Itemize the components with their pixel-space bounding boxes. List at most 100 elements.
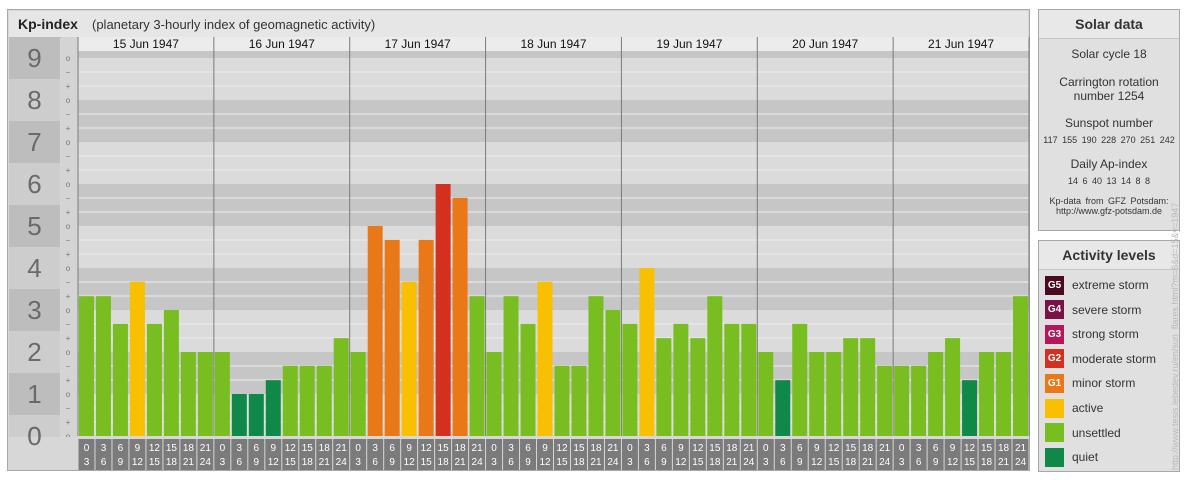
activity-level-swatch: [1045, 447, 1064, 467]
y-axis-band: [9, 163, 60, 205]
time-label-start: 6: [525, 443, 531, 454]
time-label-end: 21: [998, 457, 1010, 468]
time-cell: [299, 439, 316, 470]
time-label-start: 6: [797, 443, 803, 454]
time-label-start: 21: [336, 443, 348, 454]
time-label-end: 6: [372, 457, 378, 468]
time-label-start: 6: [118, 443, 124, 454]
activity-level-swatch: G2: [1045, 349, 1064, 369]
time-label-start: 21: [1015, 443, 1027, 454]
sunspot-number-values: 117 155 190 228 270 251 242: [1043, 135, 1175, 145]
time-label-start: 9: [135, 443, 141, 454]
time-label-end: 12: [675, 457, 687, 468]
time-label-end: 21: [183, 457, 195, 468]
time-cell: [910, 439, 927, 470]
time-label-end: 12: [404, 457, 416, 468]
time-cell: [638, 439, 655, 470]
time-label-end: 18: [302, 457, 314, 468]
day-label: 20 Jun 1947: [792, 37, 858, 51]
time-cell: [706, 439, 723, 470]
time-label-start: 12: [149, 443, 161, 454]
kp-bar: [95, 296, 111, 436]
activity-level-item: active: [1045, 398, 1103, 418]
kp-bar: [265, 380, 281, 436]
activity-level-label: active: [1072, 401, 1104, 415]
chart-title: Kp-index: [18, 16, 78, 32]
time-label-start: 12: [964, 443, 976, 454]
y-tick-label: 4: [27, 253, 41, 283]
time-cell: [265, 439, 282, 470]
time-cell: [842, 439, 859, 470]
minor-tick-label: −: [66, 404, 71, 413]
time-cell: [723, 439, 740, 470]
time-cell: [757, 439, 774, 470]
kp-bar: [197, 352, 213, 436]
minor-tick-label: +: [66, 376, 71, 385]
time-label-end: 18: [709, 457, 721, 468]
y-axis-band: [9, 373, 60, 415]
time-label-end: 24: [743, 457, 755, 468]
time-label-start: 3: [508, 443, 514, 454]
activity-level-label: extreme storm: [1072, 278, 1149, 292]
time-label-end: 9: [389, 457, 395, 468]
time-label-start: 21: [743, 443, 755, 454]
time-label-start: 3: [916, 443, 922, 454]
time-cell: [180, 439, 197, 470]
time-label-end: 12: [132, 457, 144, 468]
minor-tick-label: −: [66, 68, 71, 77]
kp-bar: [384, 239, 400, 436]
time-cell: [978, 439, 995, 470]
time-label-end: 6: [508, 457, 514, 468]
time-label-start: 3: [644, 443, 650, 454]
kp-bar: [401, 281, 417, 436]
kp-bar: [656, 338, 672, 436]
time-cell: [825, 439, 842, 470]
activity-level-item: quiet: [1045, 447, 1098, 467]
activity-level-item: G5 extreme storm: [1045, 275, 1149, 295]
kp-bar: [248, 394, 264, 436]
chart-title-bar: Kp-index (planetary 3-hourly index of ge…: [9, 11, 1028, 38]
kp-bar: [231, 394, 247, 436]
carrington-rotation-label: Carrington rotation: [1059, 75, 1159, 89]
solar-cycle: Solar cycle 18: [1071, 47, 1147, 61]
time-label-end: 21: [590, 457, 602, 468]
y-tick-label: 1: [27, 379, 41, 409]
time-label-start: 18: [998, 443, 1010, 454]
time-label-start: 15: [302, 443, 314, 454]
y-axis-band: [9, 121, 60, 163]
time-label-start: 15: [709, 443, 721, 454]
kp-bar: [146, 323, 162, 436]
plot-band: [78, 310, 1029, 352]
minor-tick-label: +: [66, 208, 71, 217]
minor-tick-label: +: [66, 250, 71, 259]
y-tick-label: 9: [27, 43, 41, 73]
time-label-start: 0: [763, 443, 769, 454]
kp-bar: [571, 365, 587, 436]
time-label-end: 18: [573, 457, 585, 468]
time-label-end: 9: [797, 457, 803, 468]
kp-bar: [758, 352, 774, 436]
time-label-start: 21: [879, 443, 891, 454]
time-cell: [282, 439, 299, 470]
time-cell: [231, 439, 248, 470]
daily-ap-index-title: Daily Ap-index: [1070, 157, 1148, 171]
time-label-end: 9: [933, 457, 939, 468]
time-label-start: 15: [166, 443, 178, 454]
time-cell: [944, 439, 961, 470]
time-label-end: 6: [780, 457, 786, 468]
minor-tick-label: o: [66, 96, 71, 105]
time-label-start: 12: [692, 443, 704, 454]
time-cell: [214, 439, 231, 470]
time-label-end: 21: [726, 457, 738, 468]
time-cell: [672, 439, 689, 470]
kp-bar: [622, 323, 638, 436]
time-label-start: 9: [542, 443, 548, 454]
day-label: 21 Jun 1947: [928, 37, 994, 51]
minor-tick-label: −: [66, 152, 71, 161]
time-label-start: 3: [101, 443, 107, 454]
time-label-start: 12: [421, 443, 433, 454]
activity-levels-title: Activity levels: [1039, 241, 1179, 270]
minor-tick-label: −: [66, 110, 71, 119]
y-axis-band: [9, 79, 60, 121]
time-cell: [384, 439, 401, 470]
